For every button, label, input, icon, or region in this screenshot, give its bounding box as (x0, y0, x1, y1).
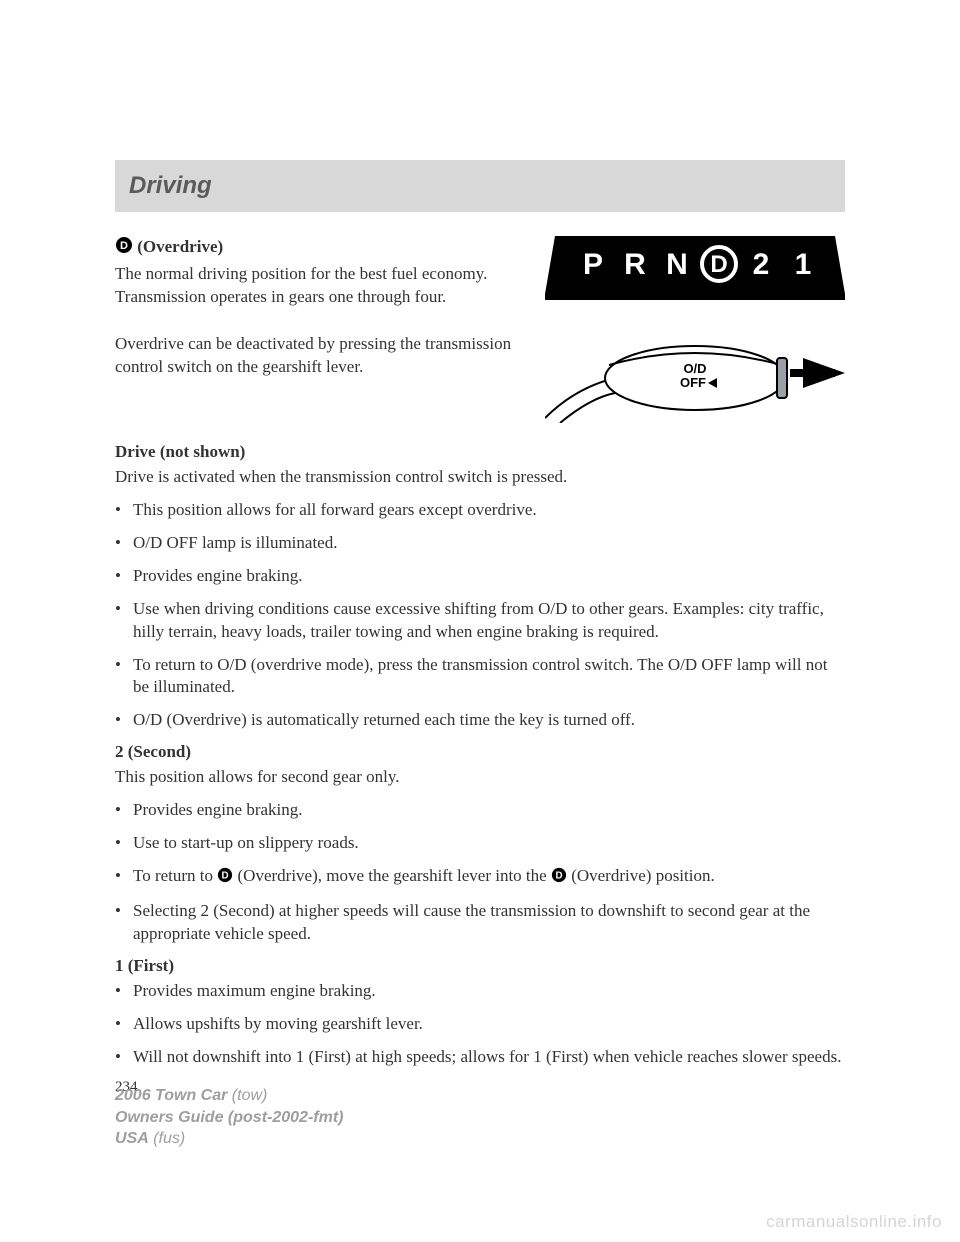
footer-block: 2006 Town Car (tow) Owners Guide (post-2… (115, 1085, 343, 1150)
watermark-text: carmanualsonline.info (766, 1212, 942, 1232)
list-item: Provides engine braking. (115, 565, 845, 588)
drive-bullets: This position allows for all forward gea… (115, 499, 845, 733)
lever-label-1: O/D (683, 361, 706, 376)
drive-intro: Drive is activated when the transmission… (115, 466, 845, 489)
svg-text:N: N (666, 248, 688, 281)
first-bullets: Provides maximum engine braking. Allows … (115, 980, 845, 1069)
list-item: To return to O/D (overdrive mode), press… (115, 654, 845, 700)
second-intro: This position allows for second gear onl… (115, 766, 845, 789)
lever-figure: O/D OFF (545, 333, 845, 428)
page-content: Driving D (Overdrive) The normal driving… (0, 0, 960, 1096)
list-item: Provides engine braking. (115, 799, 845, 822)
list-item: O/D (Overdrive) is automatically returne… (115, 709, 845, 732)
section-title: Driving (129, 172, 831, 200)
return-text-mid: (Overdrive), move the gearshift lever in… (233, 866, 551, 885)
d-circle-icon: D (551, 867, 567, 890)
list-item: O/D OFF lamp is illuminated. (115, 532, 845, 555)
overdrive-label-text: (Overdrive) (137, 237, 223, 256)
gear-indicator-figure: P R N D 2 1 (545, 236, 845, 305)
d-circle-icon: D (217, 867, 233, 890)
list-item: Use when driving conditions cause excess… (115, 598, 845, 644)
list-item: Selecting 2 (Second) at higher speeds wi… (115, 900, 845, 946)
svg-text:D: D (555, 871, 562, 882)
first-title: 1 (First) (115, 956, 845, 976)
overdrive-row-1: D (Overdrive) The normal driving positio… (115, 236, 845, 319)
list-item: Will not downshift into 1 (First) at hig… (115, 1046, 845, 1069)
gear-indicator-svg: P R N D 2 1 (545, 236, 845, 300)
second-title: 2 (Second) (115, 742, 845, 762)
overdrive-row-2: Overdrive can be deactivated by pressing… (115, 333, 845, 428)
svg-text:D: D (120, 240, 128, 252)
d-circle-icon: D (115, 236, 133, 259)
footer-model-suffix: (tow) (227, 1087, 267, 1104)
footer-line-3: USA (fus) (115, 1128, 343, 1150)
list-item: To return to D (Overdrive), move the gea… (115, 865, 845, 890)
overdrive-para-2: Overdrive can be deactivated by pressing… (115, 333, 525, 379)
footer-region: USA (115, 1130, 149, 1147)
list-item: Allows upshifts by moving gearshift leve… (115, 1013, 845, 1036)
section-header: Driving (115, 160, 845, 212)
lever-label-2: OFF (680, 375, 706, 390)
drive-title: Drive (not shown) (115, 442, 845, 462)
return-text-post: (Overdrive) position. (567, 866, 715, 885)
svg-text:1: 1 (795, 248, 812, 281)
second-bullets: Provides engine braking. Use to start-up… (115, 799, 845, 946)
svg-text:R: R (624, 248, 646, 281)
footer-line-1: 2006 Town Car (tow) (115, 1085, 343, 1107)
footer-region-suffix: (fus) (149, 1130, 185, 1147)
overdrive-para-1: The normal driving position for the best… (115, 263, 525, 309)
list-item: Provides maximum engine braking. (115, 980, 845, 1003)
lever-svg: O/D OFF (545, 333, 845, 423)
list-item: Use to start-up on slippery roads. (115, 832, 845, 855)
footer-line-2: Owners Guide (post-2002-fmt) (115, 1107, 343, 1129)
svg-text:D: D (222, 871, 229, 882)
list-item: This position allows for all forward gea… (115, 499, 845, 522)
footer-model: 2006 Town Car (115, 1087, 227, 1104)
return-text-pre: To return to (133, 866, 217, 885)
svg-text:P: P (583, 248, 603, 281)
overdrive-label: D (Overdrive) (115, 236, 525, 259)
svg-text:2: 2 (753, 248, 770, 281)
svg-text:D: D (710, 251, 727, 278)
